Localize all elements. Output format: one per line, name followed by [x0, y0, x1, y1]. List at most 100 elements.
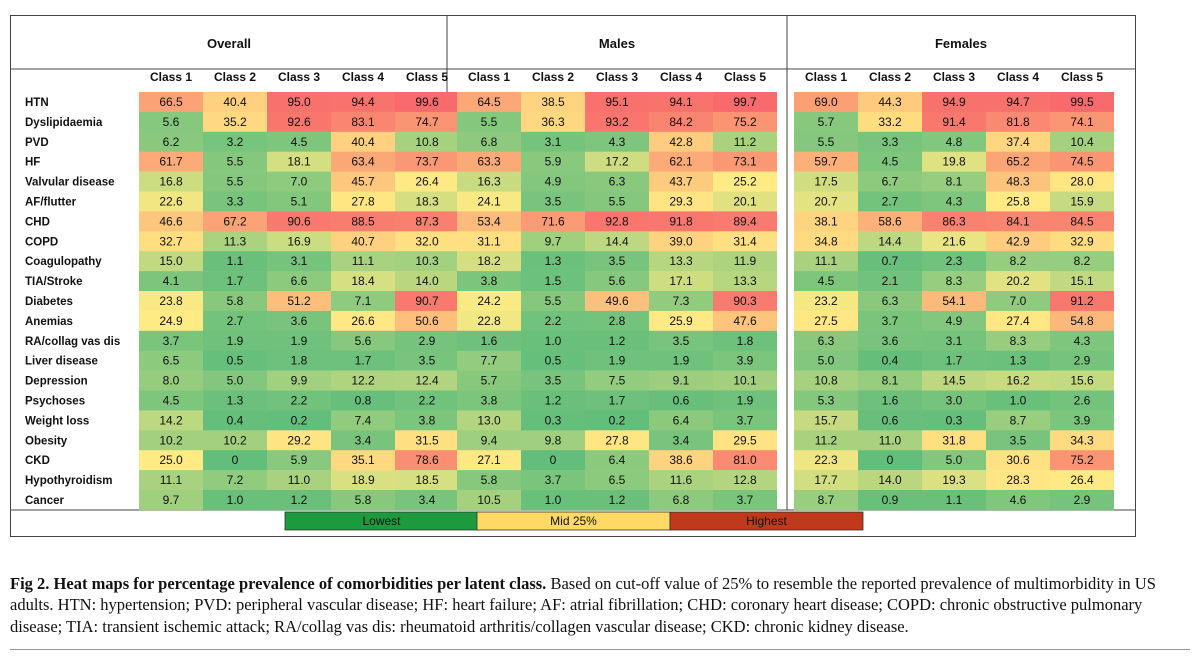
heat-cell: [267, 470, 331, 491]
heat-value: 5.5: [227, 175, 244, 189]
heat-cell: [267, 390, 331, 411]
heat-cell: [794, 111, 858, 133]
heat-cell: [794, 450, 858, 471]
class-header: Class 2: [532, 70, 574, 84]
heat-cell: [649, 350, 713, 371]
heat-cell: [1050, 291, 1114, 312]
heat-cell: [395, 171, 459, 192]
heat-value: 26.4: [415, 175, 439, 189]
class-header: Class 4: [997, 70, 1039, 84]
heat-value: 9.1: [673, 374, 690, 388]
heat-cell: [457, 92, 521, 113]
heat-cell: [794, 191, 858, 212]
heat-cell: [139, 430, 203, 451]
row-label: CKD: [25, 455, 50, 467]
heat-value: 0: [887, 453, 894, 467]
heat-value: 0: [232, 453, 239, 467]
heat-cell: [203, 470, 267, 491]
heat-value: 36.3: [541, 115, 565, 129]
heat-cell: [267, 231, 331, 252]
heat-cell: [203, 370, 267, 391]
heat-cell: [521, 131, 585, 152]
heat-cell: [649, 430, 713, 451]
heat-value: 5.8: [355, 493, 372, 507]
row-label: HTN: [25, 97, 49, 109]
heat-cell: [521, 490, 585, 511]
heat-cell: [521, 191, 585, 212]
heat-cell: [457, 231, 521, 252]
heat-cell: [395, 330, 459, 351]
heat-value: 94.9: [942, 95, 966, 109]
heat-cell: [267, 430, 331, 451]
heat-cell: [1050, 370, 1114, 391]
heat-value: 1.0: [227, 493, 244, 507]
legend-label-1: Lowest: [362, 514, 401, 528]
heat-cell: [649, 330, 713, 351]
heat-cell: [395, 271, 459, 292]
heat-value: 64.5: [477, 95, 501, 109]
heat-cell: [922, 350, 986, 371]
heat-value: 92.6: [287, 115, 311, 129]
heat-cell: [1050, 310, 1114, 332]
heat-value: 3.5: [1010, 433, 1027, 447]
heat-cell: [395, 92, 459, 113]
heat-value: 25.8: [1006, 195, 1030, 209]
heat-value: 63.3: [477, 155, 501, 169]
heat-value: 18.2: [477, 254, 501, 268]
heat-cell: [986, 350, 1050, 371]
heat-value: 95.1: [605, 95, 629, 109]
heat-value: 8.1: [946, 175, 963, 189]
heat-value: 9.7: [545, 234, 562, 248]
heat-cell: [585, 310, 649, 332]
heat-cell: [986, 430, 1050, 451]
heat-value: 31.1: [477, 234, 501, 248]
heat-cell: [457, 251, 521, 272]
heat-value: 78.6: [415, 453, 439, 467]
heat-cell: [922, 450, 986, 471]
heat-cell: [858, 470, 922, 491]
heat-value: 3.5: [419, 354, 436, 368]
heat-value: 10.2: [223, 433, 247, 447]
heat-value: 5.5: [609, 195, 626, 209]
legend-label-2: Mid 25%: [550, 514, 597, 528]
heat-value: 4.3: [609, 135, 626, 149]
heat-cell: [922, 470, 986, 491]
heat-value: 11.1: [352, 254, 375, 268]
heat-value: 63.4: [351, 155, 375, 169]
heat-value: 3.7: [545, 473, 562, 487]
heat-value: 3.1: [946, 334, 963, 348]
heat-cell: [267, 330, 331, 351]
heat-cell: [203, 271, 267, 292]
heat-value: 3.3: [882, 135, 899, 149]
heat-value: 67.2: [223, 214, 247, 228]
heat-value: 3.1: [545, 135, 562, 149]
heat-cell: [521, 92, 585, 113]
heat-cell: [858, 92, 922, 113]
heat-value: 6.7: [882, 175, 899, 189]
heat-value: 13.0: [477, 413, 501, 427]
class-header: Class 5: [1061, 70, 1103, 84]
heat-value: 11.0: [288, 473, 311, 487]
heat-value: 13.3: [669, 254, 693, 268]
heat-cell: [986, 490, 1050, 511]
heat-cell: [649, 291, 713, 312]
heat-cell: [395, 430, 459, 451]
row-label: PVD: [25, 137, 49, 149]
heat-cell: [1050, 92, 1114, 113]
heat-value: 22.3: [814, 453, 838, 467]
heat-value: 58.6: [878, 214, 902, 228]
heat-cell: [395, 390, 459, 411]
heat-cell: [331, 410, 395, 431]
heat-value: 3.8: [419, 413, 436, 427]
heat-cell: [395, 231, 459, 252]
heat-cell: [139, 231, 203, 252]
heat-value: 17.7: [814, 473, 838, 487]
heat-value: 35.2: [223, 115, 247, 129]
heat-value: 18.1: [287, 155, 311, 169]
heat-value: 4.3: [1074, 334, 1091, 348]
heat-value: 12.2: [351, 374, 375, 388]
heat-cell: [267, 490, 331, 511]
heat-cell: [267, 291, 331, 312]
group-title-overall: Overall: [207, 36, 251, 51]
heat-cell: [713, 251, 777, 272]
